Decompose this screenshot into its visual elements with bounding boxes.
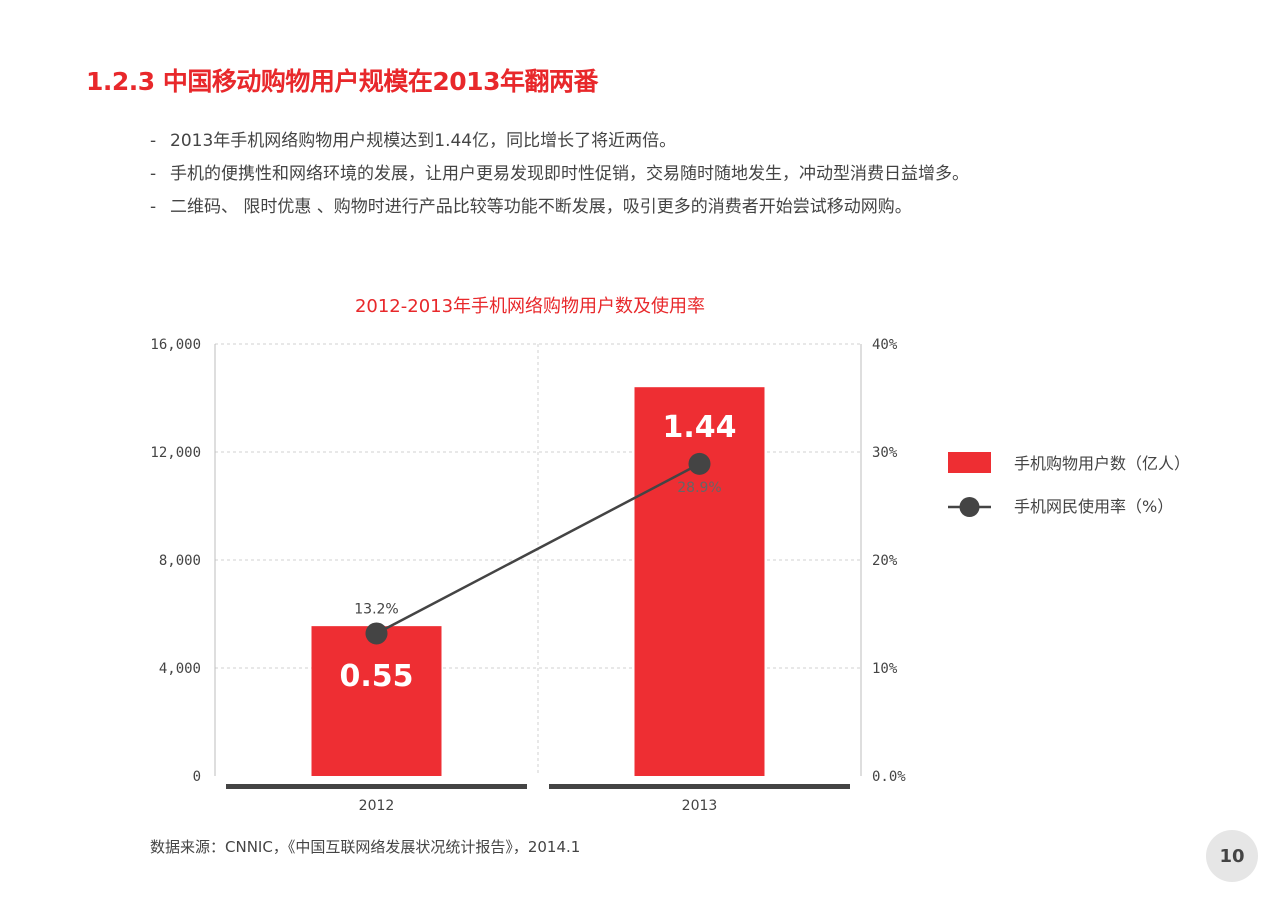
x-tick-label: 2013 bbox=[682, 798, 718, 814]
y-right-tick-label: 0.0% bbox=[872, 769, 906, 785]
bar-data-label: 0.55 bbox=[339, 659, 413, 694]
category-axis-segment bbox=[549, 784, 850, 789]
legend-label-bar: 手机购物用户数（亿人） bbox=[1014, 454, 1190, 473]
bullet-marker: - bbox=[150, 197, 157, 217]
line-data-label: 13.2% bbox=[354, 601, 398, 617]
y-right-tick-label: 40% bbox=[872, 337, 898, 353]
page-number: 10 bbox=[1206, 830, 1258, 882]
line-data-label: 28.9% bbox=[677, 480, 721, 496]
y-left-tick-label: 4,000 bbox=[159, 661, 201, 677]
legend-swatch-marker bbox=[959, 497, 980, 517]
bar-data-label: 1.44 bbox=[662, 410, 736, 445]
bar-2012 bbox=[311, 626, 442, 776]
y-left-tick-label: 12,000 bbox=[150, 445, 201, 461]
bullet-marker: - bbox=[150, 164, 157, 184]
y-left-tick-label: 16,000 bbox=[150, 337, 201, 353]
bullet-text: 2013年手机网络购物用户规模达到1.44亿，同比增长了将近两倍。 bbox=[170, 131, 677, 151]
bullet-marker: - bbox=[150, 131, 157, 151]
y-left-tick-label: 0 bbox=[193, 769, 201, 785]
bullet-item: -2013年手机网络购物用户规模达到1.44亿，同比增长了将近两倍。 bbox=[150, 126, 969, 159]
line-series bbox=[375, 462, 701, 635]
chart-title: 2012-2013年手机网络购物用户数及使用率 bbox=[355, 296, 705, 317]
line-point bbox=[365, 622, 388, 645]
legend-label-line: 手机网民使用率（%） bbox=[1014, 497, 1173, 516]
y-right-tick-label: 10% bbox=[872, 661, 898, 677]
bullet-text: 手机的便携性和网络环境的发展，让用户更易发现即时性促销，交易随时随地发生，冲动型… bbox=[170, 164, 969, 184]
y-right-tick-label: 30% bbox=[872, 445, 898, 461]
x-tick-label: 2012 bbox=[359, 798, 395, 814]
bullet-text: 二维码、 限时优惠 、购物时进行产品比较等功能不断发展，吸引更多的消费者开始尝试… bbox=[170, 197, 912, 217]
category-axis-segment bbox=[226, 784, 527, 789]
legend-swatch-bar bbox=[948, 452, 991, 473]
line-point bbox=[688, 452, 711, 475]
slide-title: 1.2.3 中国移动购物用户规模在2013年翻两番 bbox=[86, 67, 598, 96]
bullet-item: - 手机的便携性和网络环境的发展，让用户更易发现即时性促销，交易随时随地发生，冲动… bbox=[150, 159, 969, 192]
y-right-tick-label: 20% bbox=[872, 553, 898, 569]
bar-2013 bbox=[634, 387, 765, 776]
source-note: 数据来源：CNNIC，《中国互联网络发展状况统计报告》，2014.1 bbox=[150, 838, 581, 856]
bullet-list: -2013年手机网络购物用户规模达到1.44亿，同比增长了将近两倍。 - 手机的便… bbox=[150, 126, 969, 225]
bullet-item: - 二维码、 限时优惠 、购物时进行产品比较等功能不断发展，吸引更多的消费者开始尝… bbox=[150, 192, 969, 225]
y-left-tick-label: 8,000 bbox=[159, 553, 201, 569]
